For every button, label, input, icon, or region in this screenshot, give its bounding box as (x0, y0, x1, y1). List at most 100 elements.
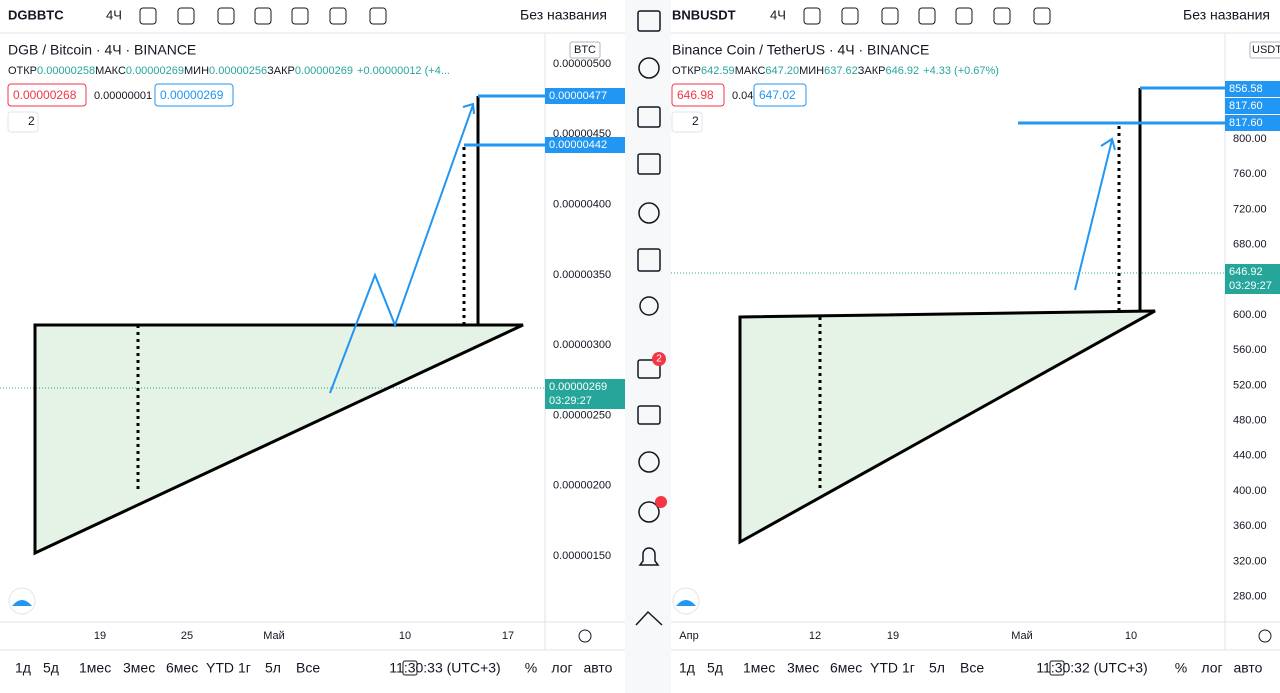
toolbar-icon[interactable] (803, 7, 821, 25)
toolbar-icon[interactable] (217, 7, 235, 25)
price-label-box (545, 88, 625, 104)
calendar-icon[interactable] (402, 660, 418, 676)
price-tick-label: 440.00 (1233, 450, 1267, 462)
sidebar-icons[interactable] (635, 10, 663, 626)
range-button[interactable]: 5л (929, 660, 945, 676)
range-button[interactable]: 1д (15, 660, 31, 676)
last-price: 646.92 (1229, 266, 1263, 278)
price-tick-label: 0.00000400 (553, 199, 611, 211)
badge (652, 352, 666, 366)
ohlc-value: 0.00000258 (37, 65, 95, 77)
percent-button[interactable]: % (1175, 660, 1187, 676)
price-tick-label: 720.00 (1233, 203, 1267, 215)
logo-mark (676, 600, 696, 606)
range-button[interactable]: 1г (238, 660, 251, 676)
log-button[interactable]: лог (1201, 660, 1222, 676)
percent-button[interactable]: % (525, 660, 537, 676)
toolbar-icon[interactable] (918, 7, 936, 25)
time-tick-label: 19 (94, 630, 106, 642)
indicators-box[interactable] (671, 111, 703, 133)
buy-box (154, 83, 234, 107)
toolbar-icon[interactable] (881, 7, 899, 25)
layout-name[interactable]: Без названия (520, 7, 607, 23)
price-label: 817.60 (1229, 117, 1263, 129)
sell: 646.98 (677, 88, 714, 102)
price-tick-label: 600.00 (1233, 309, 1267, 321)
price-tick-label: 0.00000350 (553, 269, 611, 281)
indicators: 2 (28, 114, 35, 128)
last-price-box (545, 379, 625, 409)
range-button[interactable]: 1мес (79, 660, 111, 676)
interval[interactable]: 4Ч (770, 7, 786, 22)
toolbar-icon[interactable] (993, 7, 1011, 25)
range-button[interactable]: 5д (707, 660, 723, 676)
legend-title: DGB / Bitcoin · 4Ч · BINANCE (8, 42, 196, 58)
toolbar-icon[interactable] (291, 7, 309, 25)
range-button[interactable]: 3мес (787, 660, 819, 676)
time-tick-label: 10 (1125, 630, 1137, 642)
projection (329, 104, 474, 394)
price-tick-label: 0.00000200 (553, 480, 611, 492)
last-price: 0.00000269 (549, 381, 607, 393)
price-label: 0.00000442 (549, 139, 607, 151)
log-button[interactable]: лог (551, 660, 572, 676)
range-button[interactable]: YTD (870, 660, 898, 676)
price-label-box (1225, 98, 1280, 114)
range-button[interactable]: 6мес (830, 660, 862, 676)
range-button[interactable]: 1д (679, 660, 695, 676)
ohlc-label: МАКС (95, 65, 126, 77)
indicators-box[interactable] (7, 111, 39, 133)
sell-box (671, 83, 725, 107)
toolbar-icon[interactable] (254, 7, 272, 25)
legend-title: Binance Coin / TetherUS · 4Ч · BINANCE (672, 42, 929, 58)
toolbar-icon[interactable] (955, 7, 973, 25)
settings-icon[interactable] (1258, 629, 1272, 643)
price-tick-label: 320.00 (1233, 555, 1267, 567)
auto-button[interactable]: авто (584, 660, 613, 676)
range-button[interactable]: 5л (265, 660, 281, 676)
price-tick-label: 0.00000300 (553, 339, 611, 351)
countdown: 03:29:27 (549, 395, 592, 407)
symbol[interactable]: BNBUSDT (672, 7, 736, 22)
currency-box (569, 41, 601, 59)
arrow-head (1100, 137, 1116, 151)
currency: BTC (574, 44, 596, 56)
time-tick-label: 12 (809, 630, 821, 642)
range-button[interactable]: YTD (206, 660, 234, 676)
time-tick-label: 25 (181, 630, 193, 642)
buy: 647.02 (759, 88, 796, 102)
toolbar-icon[interactable] (177, 7, 195, 25)
auto-button[interactable]: авто (1234, 660, 1263, 676)
range-button[interactable]: 1мес (743, 660, 775, 676)
toolbar-icon[interactable] (139, 7, 157, 25)
settings-icon[interactable] (578, 629, 592, 643)
ohlc: ОТКР642.59МАКС647.20МИН637.62ЗАКР646.92 +… (672, 65, 999, 77)
toolbar-icon[interactable] (329, 7, 347, 25)
ohlc-label: ЗАКР (267, 65, 295, 77)
toolbar-icon[interactable] (1033, 7, 1051, 25)
interval[interactable]: 4Ч (106, 7, 122, 22)
toolbar-icon[interactable] (841, 7, 859, 25)
range-button[interactable]: Все (296, 660, 320, 676)
triangle (33, 323, 524, 556)
symbol[interactable]: DGBBTC (8, 7, 64, 22)
toolbar-icon[interactable] (369, 7, 387, 25)
price-label-box (1225, 115, 1280, 131)
ohlc: ОТКР0.00000258МАКС0.00000269МИН0.0000025… (8, 65, 450, 77)
price-tick-label: 800.00 (1233, 133, 1267, 145)
range-button[interactable]: Все (960, 660, 984, 676)
price-label: 0.00000477 (549, 90, 607, 102)
price-label-box (1225, 81, 1280, 97)
price-tick-label: 280.00 (1233, 591, 1267, 603)
range-button[interactable]: 6мес (166, 660, 198, 676)
spread: 0.04 (732, 90, 753, 102)
calendar-icon[interactable] (1049, 660, 1065, 676)
range-button[interactable]: 1г (902, 660, 915, 676)
range-button[interactable]: 3мес (123, 660, 155, 676)
badge-count: 2 (656, 354, 662, 365)
projection (1074, 139, 1113, 291)
layout-name[interactable]: Без названия (1183, 7, 1270, 23)
time-tick-label: Апр (679, 630, 698, 642)
right-drawings (671, 86, 1225, 545)
range-button[interactable]: 5д (43, 660, 59, 676)
